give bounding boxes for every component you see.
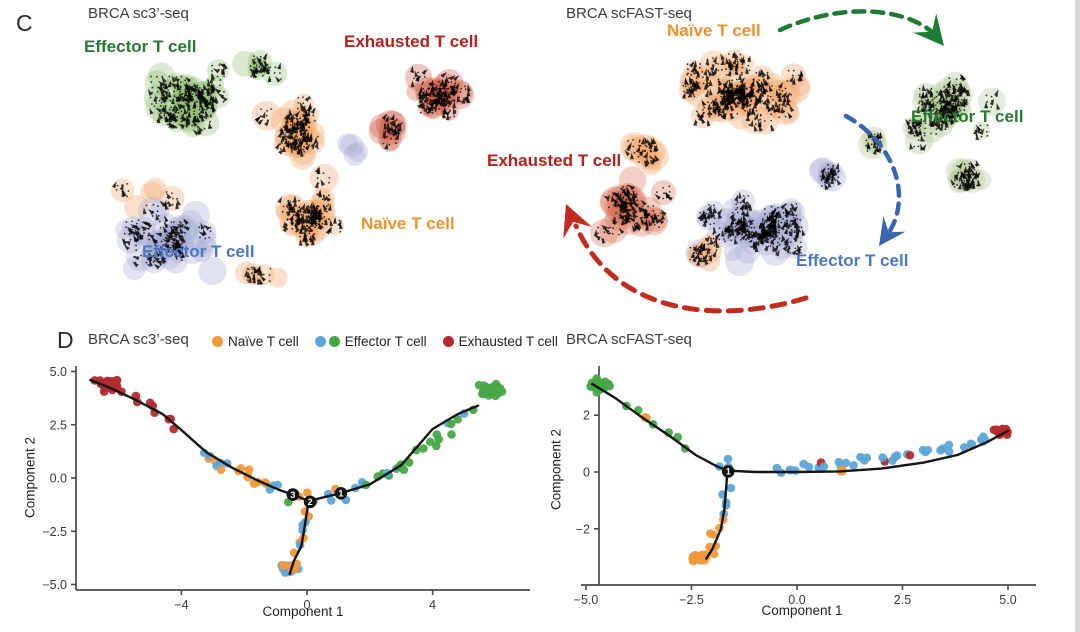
cluster-label-effector-blue-left: Effector T cell xyxy=(142,242,255,261)
velocity-right-title: BRCA scFAST-seq xyxy=(566,5,692,22)
svg-text:2: 2 xyxy=(308,497,313,507)
svg-text:−5.0: −5.0 xyxy=(574,593,599,607)
legend: Naïve T cell Effector T cell Exhausted T… xyxy=(212,334,558,349)
svg-text:5.0: 5.0 xyxy=(50,365,67,379)
cluster-label-effector-green-right: Effector T cell xyxy=(911,107,1024,126)
legend-label-naive: Naïve T cell xyxy=(228,334,299,349)
x-axis-label-left: Component 1 xyxy=(262,604,344,619)
legend-item-effector: Effector T cell xyxy=(314,334,427,349)
svg-text:−5.0: −5.0 xyxy=(42,578,67,592)
svg-text:2: 2 xyxy=(583,409,590,423)
legend-item-exhausted: Exhausted T cell xyxy=(442,334,558,349)
legend-label-effector: Effector T cell xyxy=(344,334,427,349)
page-edge-strip xyxy=(1075,0,1080,632)
svg-text:2.5: 2.5 xyxy=(50,418,67,432)
exhausted-dot-icon xyxy=(442,336,454,347)
velocity-plot-left xyxy=(110,49,475,288)
velocity-left-title: BRCA sc3’-seq xyxy=(88,5,189,22)
cluster-label-naive-right: Naïve T cell xyxy=(667,21,761,40)
panel-d-label: D xyxy=(57,327,74,353)
naive-dot-icon xyxy=(212,336,223,347)
svg-text:3: 3 xyxy=(290,490,295,500)
svg-text:−2.5: −2.5 xyxy=(42,525,67,539)
cluster-label-effector-blue-right: Effector T cell xyxy=(796,251,909,270)
svg-text:4: 4 xyxy=(429,598,436,612)
svg-text:0: 0 xyxy=(304,598,311,612)
svg-text:1: 1 xyxy=(338,489,343,499)
svg-text:0.0: 0.0 xyxy=(788,593,805,607)
trajectory-left-title: BRCA sc3’-seq xyxy=(88,331,189,348)
svg-text:5.0: 5.0 xyxy=(999,593,1016,607)
cluster-label-effector-green-left: Effector T cell xyxy=(84,37,197,56)
trajectory-right-title: BRCA scFAST-seq xyxy=(566,331,692,348)
svg-text:−2: −2 xyxy=(576,522,590,536)
svg-text:1: 1 xyxy=(726,467,731,477)
cluster-label-exhausted-left: Exhausted T cell xyxy=(344,32,479,51)
effector-blue-dot-icon xyxy=(314,336,326,347)
legend-item-naive: Naïve T cell xyxy=(212,334,299,349)
svg-text:−4: −4 xyxy=(174,598,188,612)
legend-label-exhausted: Exhausted T cell xyxy=(458,334,558,349)
trajectory-plot-right: −5.0 −2.5 0.0 2.5 5.0 2 0 −2 1 xyxy=(574,366,1036,607)
panel-c-label: C xyxy=(16,10,33,36)
y-axis-label-left: Component 2 xyxy=(22,436,38,519)
trajectory-plot-left: −4 0 4 5.0 2.5 0.0 −2.5 −5.0 3 2 1 xyxy=(42,365,530,612)
svg-text:2.5: 2.5 xyxy=(894,593,911,607)
cluster-label-exhausted-right: Exhausted T cell xyxy=(487,151,622,170)
y-axis-label-right: Component 2 xyxy=(548,428,564,511)
velocity-plot-right xyxy=(563,9,1006,314)
svg-text:0: 0 xyxy=(583,466,590,480)
svg-text:−2.5: −2.5 xyxy=(679,593,704,607)
cluster-label-naive-left: Naïve T cell xyxy=(361,214,455,233)
x-axis-label-right: Component 1 xyxy=(761,603,843,618)
svg-text:0.0: 0.0 xyxy=(50,472,67,486)
effector-green-dot-icon xyxy=(328,336,340,347)
